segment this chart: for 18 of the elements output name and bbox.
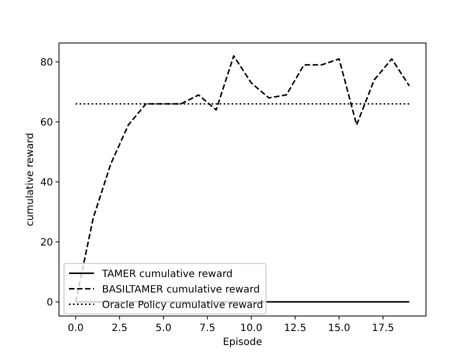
legend-label: Oracle Policy cumulative reward xyxy=(102,300,264,311)
x-tick-label: 12.5 xyxy=(284,323,306,334)
x-tick-label: 0.0 xyxy=(68,323,84,334)
y-axis-title: cumulative reward xyxy=(25,132,36,226)
legend-label: BASILTAMER cumulative reward xyxy=(102,284,260,296)
y-tick-label: 80 xyxy=(40,57,53,68)
x-tick-label: 15.0 xyxy=(328,323,350,334)
y-tick-label: 60 xyxy=(40,117,53,128)
y-tick-label: 40 xyxy=(40,177,53,188)
x-tick-label: 17.5 xyxy=(372,323,394,334)
x-tick-label: 10.0 xyxy=(240,323,262,334)
x-axis-title: Episode xyxy=(222,337,262,348)
x-tick-label: 5.0 xyxy=(156,323,172,334)
x-tick-label: 7.5 xyxy=(199,323,216,334)
y-tick-label: 0 xyxy=(46,297,53,308)
y-tick-label: 20 xyxy=(40,237,53,248)
x-tick-label: 2.5 xyxy=(112,323,128,334)
legend-label: TAMER cumulative reward xyxy=(101,268,233,280)
